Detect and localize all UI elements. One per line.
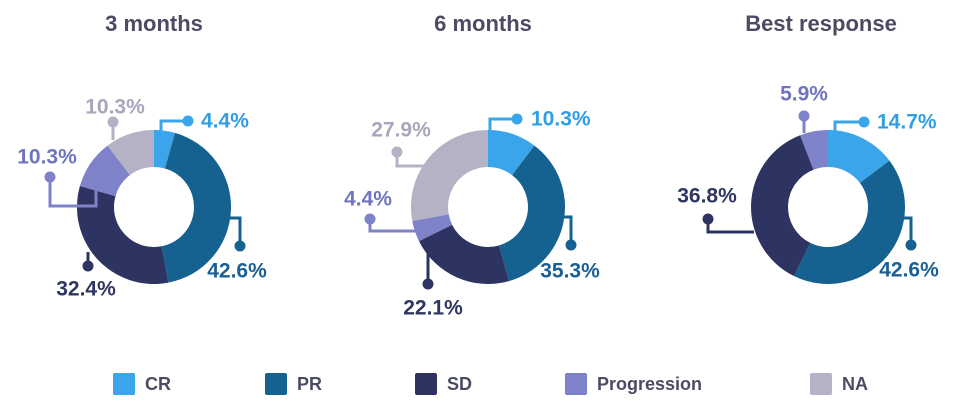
callout-dot-cr-6-months xyxy=(511,113,523,125)
callout-dot-pr-3-months xyxy=(234,240,246,252)
donut-3-months xyxy=(44,115,246,285)
value-label-progression-best-response: 5.9% xyxy=(780,82,828,106)
donut-slice-sd-3-months xyxy=(76,185,169,285)
donut-slice-pr-6-months xyxy=(498,145,566,282)
legend-label-sd: SD xyxy=(447,374,473,394)
donut-best-response xyxy=(702,110,917,284)
callout-line-na-6-months xyxy=(395,155,436,168)
legend-item-cr: CR xyxy=(113,373,171,395)
callout-line-pr-best-response xyxy=(899,216,913,242)
callout-line-pr-6-months xyxy=(559,215,573,242)
donut-slice-progression-6-months xyxy=(412,214,453,242)
legend-swatch-cr xyxy=(113,373,135,395)
callout-dot-na-3-months xyxy=(107,116,119,128)
callout-dot-progression-3-months xyxy=(44,171,56,183)
donut-slice-progression-best-response xyxy=(800,130,828,170)
legend-label-cr: CR xyxy=(145,374,171,394)
donut-slice-pr-best-response xyxy=(793,160,906,284)
callout-dot-sd-3-months xyxy=(82,260,94,272)
callout-dot-cr-3-months xyxy=(182,115,194,127)
value-label-pr-3-months: 42.6% xyxy=(207,259,267,283)
legend-label-pr: PR xyxy=(297,374,323,394)
donut-slice-pr-3-months xyxy=(161,132,232,283)
chart-title-6-months: 6 months xyxy=(434,11,532,36)
callout-line-progression-3-months xyxy=(48,180,98,208)
callout-line-progression-6-months xyxy=(368,222,416,233)
chart-title-best-response: Best response xyxy=(745,11,897,36)
value-label-cr-best-response: 14.7% xyxy=(877,110,937,134)
callout-line-cr-3-months xyxy=(159,119,185,132)
value-label-pr-6-months: 35.3% xyxy=(540,259,600,283)
callout-line-sd-best-response xyxy=(706,222,754,234)
callout-dot-cr-best-response xyxy=(858,116,870,128)
callout-dot-sd-best-response xyxy=(702,213,714,225)
donut-slice-progression-3-months xyxy=(79,145,130,197)
callout-dot-progression-best-response xyxy=(798,110,810,122)
donut-6-months xyxy=(364,113,577,290)
value-label-progression-3-months: 10.3% xyxy=(17,145,77,169)
donut-slice-sd-best-response xyxy=(751,135,814,277)
donut-slice-cr-best-response xyxy=(828,130,890,183)
callout-dot-pr-best-response xyxy=(905,239,917,251)
donut-slice-na-3-months xyxy=(107,130,154,176)
legend-item-na: NA xyxy=(810,373,868,395)
value-label-na-3-months: 10.3% xyxy=(85,95,145,119)
value-label-pr-best-response: 42.6% xyxy=(879,258,939,282)
callout-dot-pr-6-months xyxy=(565,239,577,251)
value-label-progression-6-months: 4.4% xyxy=(344,187,392,211)
legend-item-sd: SD xyxy=(415,373,472,395)
legend-item-progression: Progression xyxy=(565,373,702,395)
callout-dot-na-6-months xyxy=(391,146,403,158)
legend-swatch-progression xyxy=(565,373,587,395)
donut-slice-sd-6-months xyxy=(418,224,510,285)
legend-swatch-na xyxy=(810,373,832,395)
value-label-sd-best-response: 36.8% xyxy=(677,184,737,208)
legend-swatch-pr xyxy=(265,373,287,395)
callout-line-cr-6-months xyxy=(488,117,514,130)
callout-dot-sd-6-months xyxy=(422,278,434,290)
callout-dot-progression-6-months xyxy=(364,213,376,225)
value-label-sd-6-months: 22.1% xyxy=(403,296,463,320)
value-label-na-6-months: 27.9% xyxy=(371,118,431,142)
callout-line-cr-best-response xyxy=(833,120,861,132)
legend-swatch-sd xyxy=(415,373,437,395)
callout-line-pr-3-months xyxy=(229,216,242,242)
donut-slice-cr-3-months xyxy=(154,130,176,169)
donut-slice-na-6-months xyxy=(410,129,488,221)
donut-slice-cr-6-months xyxy=(488,130,535,176)
legend-label-progression: Progression xyxy=(597,374,703,394)
value-label-cr-3-months: 4.4% xyxy=(201,109,249,133)
charts-canvas xyxy=(44,110,917,290)
legend-item-pr: PR xyxy=(265,373,322,395)
value-label-sd-3-months: 32.4% xyxy=(56,277,116,301)
chart-title-3-months: 3 months xyxy=(105,11,203,36)
value-label-cr-6-months: 10.3% xyxy=(531,107,591,131)
legend-label-na: NA xyxy=(842,374,868,394)
